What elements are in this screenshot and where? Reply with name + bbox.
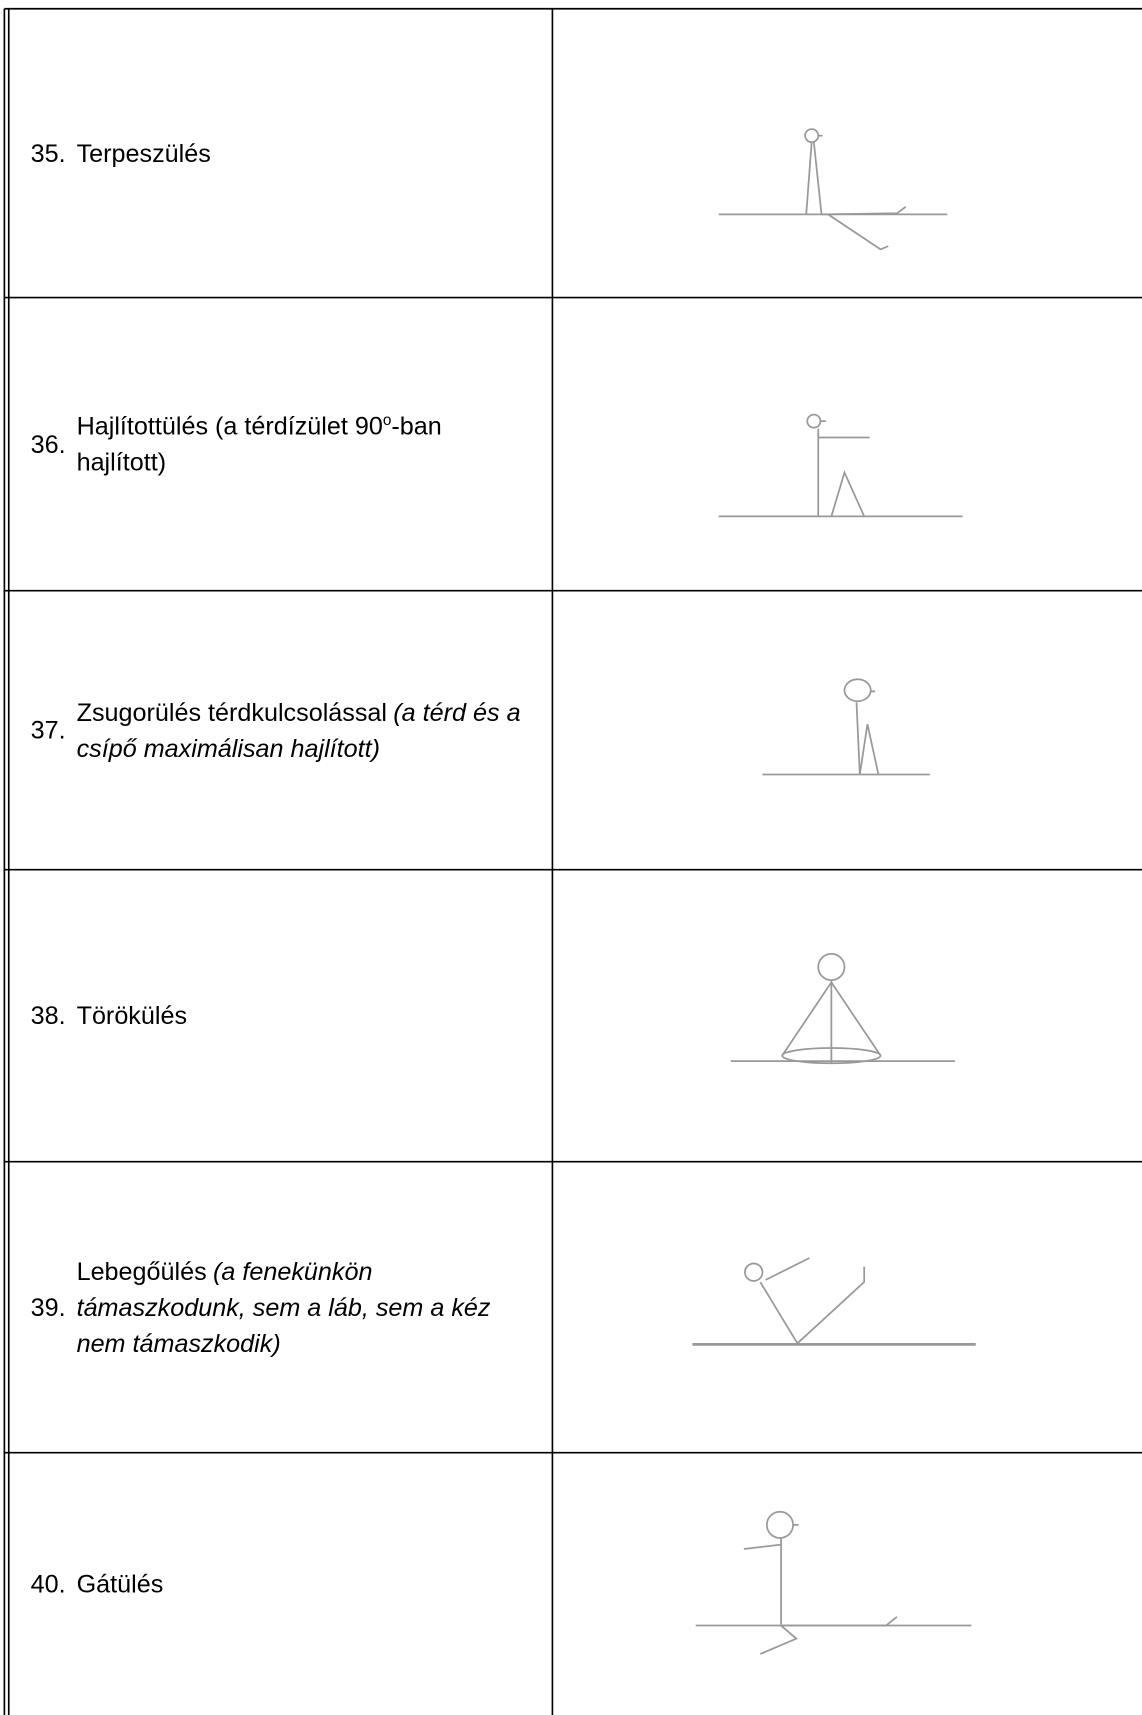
row-label: 35. Terpeszülés (31, 9, 529, 298)
item-text: Terpeszülés (31, 135, 211, 171)
item-name: Zsugorülés térdkulcsolással (76, 697, 388, 726)
item-text-cont: -ban hajlított) (76, 411, 442, 476)
item-name: Terpeszülés (76, 138, 211, 167)
item-name: Lebegőülés (76, 1256, 207, 1285)
item-number: 39. (30, 1292, 66, 1321)
row-label: 38. Törökülés (31, 870, 529, 1162)
item-number: 35. (30, 138, 66, 167)
item-name: Hajlítottülés (a térdízület 90 (76, 411, 383, 440)
item-text: Gátülés (31, 1566, 164, 1602)
superscript: o (382, 410, 392, 429)
item-number: 38. (30, 1000, 66, 1030)
figures (692, 128, 976, 1655)
row-label: 39. Lebegőülés (a fenekünkön támaszkodunk,… (31, 1162, 529, 1453)
item-number: 36. (30, 429, 66, 458)
row-label: 40. Gátülés (31, 1453, 529, 1715)
item-number: 40. (30, 1569, 66, 1598)
item-text: Hajlítottülés (a térdízület 90o-ban hajl… (31, 408, 529, 480)
item-text: Törökülés (31, 998, 187, 1034)
item-note: (a fenekünkön támaszkodunk, sem a láb, s… (76, 1256, 491, 1357)
item-name: Törökülés (76, 1000, 188, 1030)
item-text: Lebegőülés (a fenekünkön támaszkodunk, se… (31, 1253, 529, 1361)
row-label: 37. Zsugorülés térdkulcsolással (a térd és… (31, 591, 529, 870)
row-label: 36. Hajlítottülés (a térdízület 90o-ban h… (31, 298, 529, 591)
item-name: Gátülés (76, 1569, 164, 1598)
item-note: (a térd és a csípő maximálisan hajlított… (76, 697, 521, 762)
item-number: 37. (30, 715, 66, 744)
item-text: Zsugorülés térdkulcsolással (a térd és a … (31, 694, 529, 766)
